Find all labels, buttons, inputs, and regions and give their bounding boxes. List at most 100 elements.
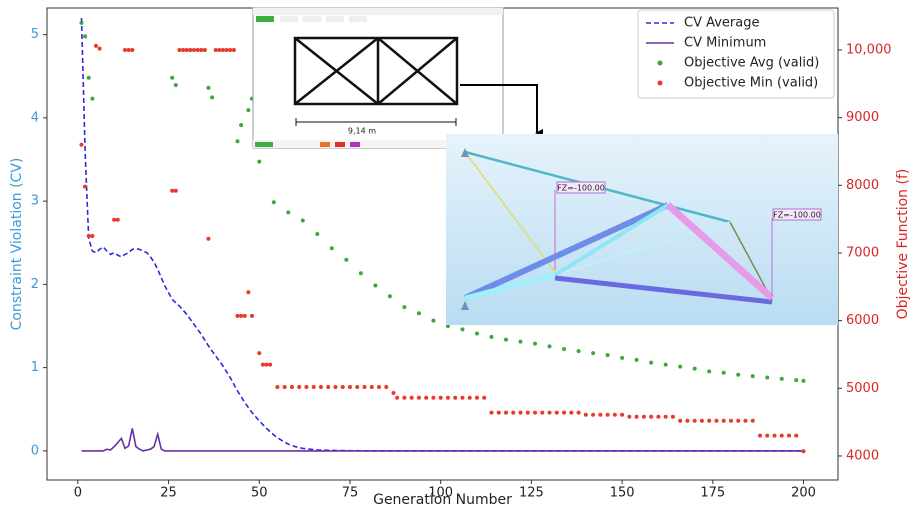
point xyxy=(362,385,366,389)
point xyxy=(330,246,334,250)
point xyxy=(497,411,501,415)
point xyxy=(678,419,682,423)
point xyxy=(228,48,232,52)
point xyxy=(453,396,457,400)
x-tick-label: 125 xyxy=(519,486,544,501)
point xyxy=(489,411,493,415)
point xyxy=(130,48,134,52)
point xyxy=(348,385,352,389)
point xyxy=(606,413,610,417)
point xyxy=(90,97,94,101)
y-tick-label: 2 xyxy=(31,277,39,292)
point xyxy=(780,377,784,381)
point xyxy=(239,123,243,127)
point xyxy=(664,415,668,419)
point xyxy=(221,48,225,52)
point xyxy=(112,218,116,222)
point xyxy=(446,396,450,400)
point xyxy=(635,415,639,419)
point xyxy=(758,434,762,438)
point xyxy=(613,413,617,417)
point xyxy=(235,314,239,318)
y2-tick-label: 7000 xyxy=(846,245,879,260)
point xyxy=(671,415,675,419)
point xyxy=(555,411,559,415)
point xyxy=(250,314,254,318)
point xyxy=(519,411,523,415)
sketch-inset: 9,14 m xyxy=(253,8,503,148)
point xyxy=(188,48,192,52)
point xyxy=(290,385,294,389)
x-tick-label: 75 xyxy=(342,486,359,501)
point xyxy=(377,385,381,389)
load-label: FZ=-100.00 xyxy=(557,184,605,193)
point xyxy=(174,189,178,193)
y2-tick-label: 5000 xyxy=(846,381,879,396)
point xyxy=(424,396,428,400)
point xyxy=(265,363,269,367)
point xyxy=(642,415,646,419)
point xyxy=(116,218,120,222)
point xyxy=(722,371,726,375)
x-tick-label: 25 xyxy=(160,486,177,501)
point xyxy=(79,143,83,147)
point xyxy=(319,385,323,389)
legend-label: Objective Avg (valid) xyxy=(684,56,819,71)
point xyxy=(591,351,595,355)
truss-inset: FZ=-100.00 FZ=-100.00 xyxy=(446,134,838,325)
point xyxy=(802,449,806,453)
point xyxy=(540,411,544,415)
point xyxy=(519,340,523,344)
point xyxy=(649,361,653,365)
y2-tick-label: 4000 xyxy=(846,448,879,463)
point xyxy=(239,314,243,318)
point xyxy=(174,83,178,87)
point xyxy=(751,374,755,378)
point xyxy=(206,237,210,241)
x-tick-label: 175 xyxy=(700,486,725,501)
point xyxy=(802,379,806,383)
point xyxy=(123,48,127,52)
point xyxy=(243,314,247,318)
point xyxy=(649,415,653,419)
point xyxy=(577,349,581,353)
point xyxy=(83,34,87,38)
point xyxy=(773,434,777,438)
y-tick-label: 5 xyxy=(31,27,39,42)
point xyxy=(181,48,185,52)
point xyxy=(87,234,91,238)
point xyxy=(359,271,363,275)
x-axis-title: Generation Number xyxy=(373,492,512,508)
y2-tick-label: 6000 xyxy=(846,313,879,328)
point xyxy=(468,396,472,400)
point xyxy=(392,391,396,395)
point xyxy=(765,434,769,438)
point xyxy=(196,48,200,52)
point xyxy=(297,385,301,389)
point xyxy=(714,419,718,423)
point xyxy=(355,385,359,389)
point xyxy=(794,378,798,382)
x-tick-label: 200 xyxy=(791,486,816,501)
legend-label: CV Average xyxy=(684,16,760,31)
point xyxy=(203,48,207,52)
point xyxy=(192,48,196,52)
point xyxy=(210,95,214,99)
point xyxy=(301,218,305,222)
point xyxy=(722,419,726,423)
point xyxy=(206,86,210,90)
point xyxy=(707,369,711,373)
point xyxy=(562,411,566,415)
point xyxy=(504,411,508,415)
point xyxy=(170,76,174,80)
point xyxy=(533,342,537,346)
legend-label: Objective Min (valid) xyxy=(684,76,818,91)
point xyxy=(344,258,348,262)
point xyxy=(286,210,290,214)
x-tick-label: 50 xyxy=(251,486,268,501)
point xyxy=(431,319,435,323)
point xyxy=(736,373,740,377)
y2-axis-title: Objective Function (f) xyxy=(895,169,911,320)
chart: 0255075100125150175200012345400050006000… xyxy=(0,0,911,510)
y-tick-label: 4 xyxy=(31,110,39,125)
